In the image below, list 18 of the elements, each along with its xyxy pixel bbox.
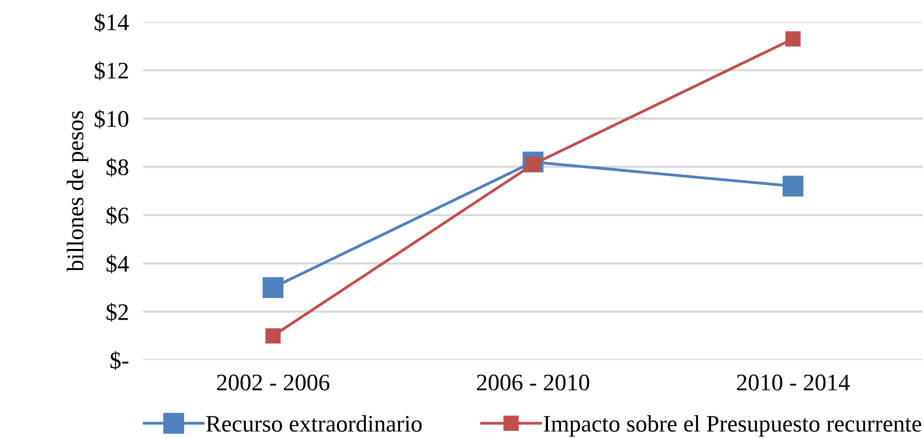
- x-tick-label: 2002 - 2006: [217, 374, 330, 390]
- legend-label: Impacto sobre el Presupuesto recurrente: [544, 415, 922, 437]
- legend-label: Recurso extraordinario: [206, 415, 422, 432]
- y-tick-label: $2: [106, 302, 128, 322]
- y-tick-label: $8: [106, 158, 128, 177]
- y-tick-label: $-: [110, 351, 128, 370]
- point: [262, 277, 284, 298]
- y-tick-label: $14: [94, 13, 129, 32]
- y-tick-label: $10: [94, 110, 128, 129]
- x-tick-label: 2010 - 2014: [736, 374, 850, 390]
- x-tick-label: 2006 - 2010: [477, 374, 590, 390]
- y-tick-label: $6: [106, 206, 128, 226]
- point: [265, 328, 281, 344]
- y-tick-label: $12: [94, 61, 128, 80]
- point: [782, 176, 804, 197]
- y-tick-label: $4: [106, 254, 129, 274]
- y-axis-title: billones de pesos: [66, 111, 88, 272]
- point: [785, 31, 801, 46]
